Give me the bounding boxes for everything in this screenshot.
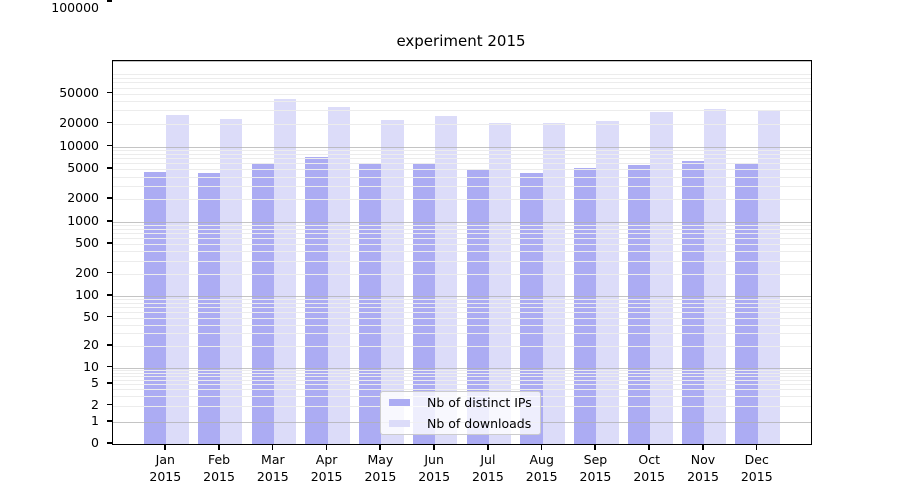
x-tick-label-sep-2015: Sep 2015 <box>579 452 612 484</box>
bar-nb-of-distinct-ips-sep-2015 <box>574 167 597 444</box>
x-tick-mark-mar-2015 <box>271 444 274 450</box>
y-tick-label-5: 5 <box>91 375 99 391</box>
bar-nb-of-downloads-jun-2015 <box>435 115 458 444</box>
bar-nb-of-downloads-oct-2015 <box>650 112 673 444</box>
legend-item-distinct-ips: Nb of distinct IPs <box>381 394 540 411</box>
y-tick-label-100000: 100000 <box>51 0 99 15</box>
bar-nb-of-downloads-jan-2015 <box>166 115 189 444</box>
x-tick-label-oct-2015: Oct 2015 <box>633 452 666 484</box>
bar-nb-of-downloads-sep-2015 <box>596 120 619 444</box>
x-tick-label-apr-2015: Apr 2015 <box>310 452 343 484</box>
y-tick-label-2000: 2000 <box>67 190 99 206</box>
bar-nb-of-distinct-ips-mar-2015 <box>251 163 274 444</box>
chart-title: experiment 2015 <box>396 32 526 50</box>
legend-label-downloads: Nb of downloads <box>427 416 532 431</box>
x-tick-mark-oct-2015 <box>648 444 650 450</box>
y-tick-mark-20000 <box>107 121 112 124</box>
x-tick-label-mar-2015: Mar 2015 <box>256 452 289 484</box>
plot-area <box>112 60 812 445</box>
y-tick-label-500: 500 <box>75 235 99 251</box>
bar-nb-of-downloads-feb-2015 <box>220 119 243 444</box>
bar-nb-of-distinct-ips-apr-2015 <box>305 157 328 444</box>
bar-nb-of-distinct-ips-may-2015 <box>359 162 382 444</box>
bar-nb-of-distinct-ips-feb-2015 <box>197 172 221 444</box>
x-tick-mark-jan-2015 <box>164 444 166 450</box>
y-tick-mark-100 <box>107 294 112 296</box>
x-tick-label-jun-2015: Jun 2015 <box>418 452 451 484</box>
y-tick-mark-10000 <box>107 144 112 147</box>
y-tick-mark-5 <box>107 382 112 384</box>
y-tick-label-1: 1 <box>91 413 99 428</box>
x-tick-mark-jun-2015 <box>433 444 435 450</box>
y-tick-mark-1000 <box>107 220 112 222</box>
x-tick-mark-aug-2015 <box>540 444 543 450</box>
y-tick-mark-2000 <box>107 197 112 199</box>
y-tick-label-100: 100 <box>75 287 99 302</box>
bar-nb-of-distinct-ips-dec-2015 <box>735 162 758 444</box>
x-tick-mark-jul-2015 <box>486 444 489 450</box>
bar-nb-of-downloads-mar-2015 <box>273 98 297 444</box>
bar-nb-of-downloads-dec-2015 <box>757 109 781 444</box>
bar-nb-of-distinct-ips-nov-2015 <box>681 161 704 444</box>
y-tick-mark-5000 <box>107 167 112 169</box>
x-tick-mark-sep-2015 <box>594 444 597 450</box>
y-tick-label-2: 2 <box>91 396 99 412</box>
y-tick-label-50: 50 <box>83 308 99 324</box>
y-tick-label-20000: 20000 <box>59 114 99 130</box>
y-tick-mark-50000 <box>107 91 112 94</box>
y-tick-label-50000: 50000 <box>59 84 99 100</box>
x-tick-label-jul-2015: Jul 2015 <box>472 452 504 484</box>
bar-nb-of-downloads-nov-2015 <box>704 108 727 444</box>
y-tick-label-200: 200 <box>75 264 99 280</box>
y-tick-mark-0 <box>107 442 112 444</box>
y-tick-label-20: 20 <box>83 337 99 353</box>
x-tick-mark-apr-2015 <box>325 444 328 450</box>
legend-label-distinct-ips: Nb of distinct IPs <box>427 395 532 410</box>
x-tick-mark-dec-2015 <box>755 444 758 450</box>
y-tick-label-10000: 10000 <box>59 137 99 153</box>
bars-layer <box>113 61 811 444</box>
bar-nb-of-distinct-ips-oct-2015 <box>627 165 651 444</box>
x-tick-mark-nov-2015 <box>702 444 704 450</box>
y-tick-mark-20 <box>107 344 112 346</box>
x-tick-label-aug-2015: Aug 2015 <box>525 452 558 484</box>
x-tick-label-may-2015: May 2015 <box>364 452 397 484</box>
y-tick-label-0: 0 <box>91 435 99 450</box>
legend-swatch-downloads <box>389 420 410 427</box>
legend-swatch-distinct-ips <box>389 399 410 406</box>
y-tick-mark-50 <box>107 315 112 318</box>
y-tick-label-1000: 1000 <box>67 213 99 228</box>
bar-nb-of-downloads-jul-2015 <box>488 123 512 444</box>
y-tick-mark-10 <box>107 365 112 368</box>
bar-nb-of-downloads-aug-2015 <box>542 123 565 444</box>
y-tick-mark-200 <box>107 271 112 274</box>
bar-nb-of-downloads-may-2015 <box>381 119 404 444</box>
x-tick-label-dec-2015: Dec 2015 <box>740 452 773 484</box>
x-tick-label-jan-2015: Jan 2015 <box>149 452 182 484</box>
x-tick-label-feb-2015: Feb 2015 <box>203 452 235 484</box>
legend: Nb of distinct IPs Nb of downloads <box>380 391 541 435</box>
y-tick-label-10: 10 <box>83 358 99 374</box>
y-tick-label-5000: 5000 <box>67 160 99 176</box>
bar-nb-of-distinct-ips-jan-2015 <box>144 172 167 444</box>
y-tick-mark-500 <box>107 242 112 244</box>
x-tick-label-nov-2015: Nov 2015 <box>687 452 719 484</box>
y-tick-mark-2 <box>107 403 112 406</box>
x-tick-mark-feb-2015 <box>218 444 220 450</box>
y-tick-mark-1 <box>107 420 112 422</box>
bar-nb-of-downloads-apr-2015 <box>327 106 350 444</box>
legend-item-downloads: Nb of downloads <box>381 415 540 432</box>
x-tick-mark-may-2015 <box>379 444 381 450</box>
y-tick-mark-100000 <box>107 0 112 2</box>
